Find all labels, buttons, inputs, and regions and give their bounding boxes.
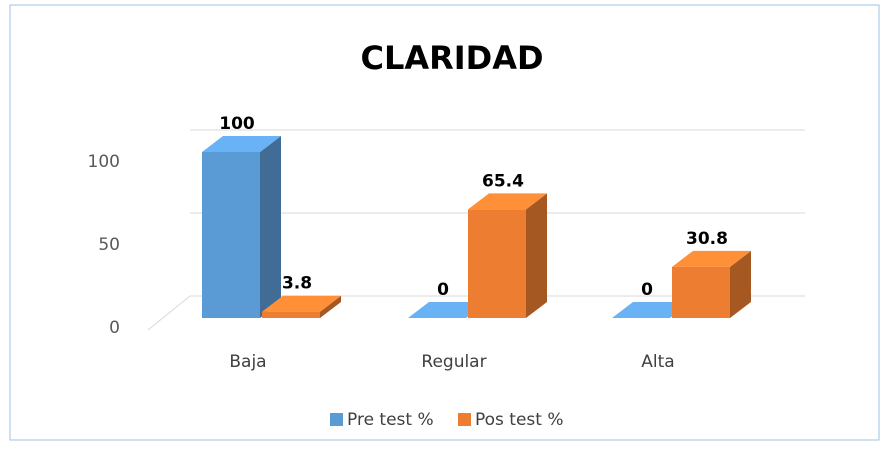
data-label: 100 xyxy=(219,114,255,134)
bar-top xyxy=(468,193,547,210)
bar xyxy=(262,295,341,318)
bar-side xyxy=(260,136,281,318)
data-label: 0 xyxy=(437,280,449,300)
bar-front xyxy=(262,311,320,318)
bar-side xyxy=(320,295,341,318)
bar xyxy=(672,250,751,318)
y-tick-label: 0 xyxy=(109,318,120,338)
legend-swatch xyxy=(330,413,343,426)
legend-label: Pre test % xyxy=(347,410,434,430)
bar-top xyxy=(408,302,487,318)
legend-label: Pos test % xyxy=(475,410,564,430)
chart-frame xyxy=(9,4,880,441)
bar-top xyxy=(672,250,751,267)
bar-top xyxy=(202,136,281,152)
bar-top xyxy=(262,295,341,312)
data-label: 30.8 xyxy=(686,229,728,249)
bar xyxy=(202,136,281,318)
bar-front xyxy=(468,209,526,318)
bar xyxy=(468,193,547,318)
floor-edge xyxy=(147,295,191,331)
bar-front xyxy=(202,152,260,318)
legend-swatch xyxy=(458,413,471,426)
x-tick-label: Regular xyxy=(421,352,486,372)
x-tick-label: Alta xyxy=(641,352,674,372)
data-label: 65.4 xyxy=(482,171,524,191)
bar-side xyxy=(730,250,751,318)
y-tick-label: 50 xyxy=(98,235,120,255)
bar xyxy=(612,302,691,318)
y-tick-label: 100 xyxy=(88,152,120,172)
bar xyxy=(408,302,487,318)
data-label: 0 xyxy=(641,280,653,300)
chart-title: CLARIDAD xyxy=(360,39,543,77)
bar-top xyxy=(612,302,691,318)
bar-side xyxy=(526,193,547,318)
data-label: 3.8 xyxy=(282,274,312,294)
x-tick-label: Baja xyxy=(229,352,266,372)
bar-front xyxy=(672,266,730,318)
